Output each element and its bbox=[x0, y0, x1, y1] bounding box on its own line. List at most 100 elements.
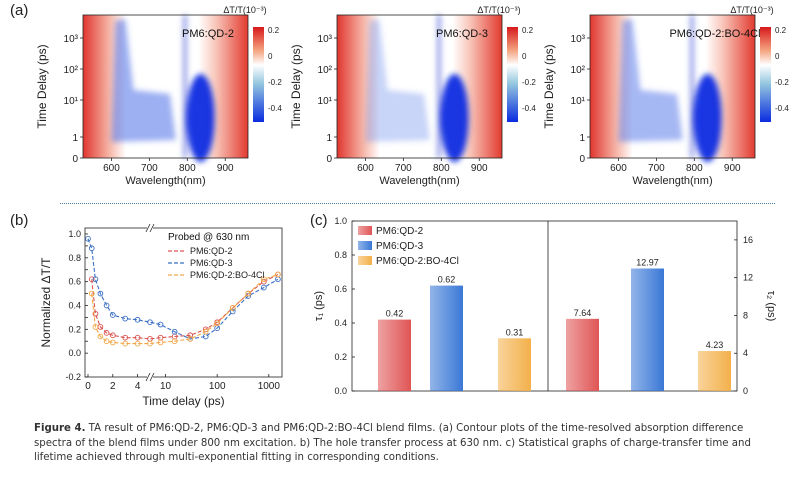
y-left-tick-label: 1.0 bbox=[334, 216, 347, 226]
x-axis-label: Time delay (ps) bbox=[142, 394, 224, 408]
series-line bbox=[91, 273, 279, 345]
colorbar-tick-label: -0.2 bbox=[775, 78, 789, 87]
axis-break-mark bbox=[149, 372, 155, 382]
colorbar-title: ΔT/T(10⁻³) bbox=[477, 5, 520, 15]
legend-title: Probed @ 630 nm bbox=[168, 232, 249, 243]
y-tick-label: 0.0 bbox=[68, 348, 81, 358]
y-left-axis-label: τ₁ (ps) bbox=[313, 291, 325, 321]
panel-c-bar-chart: 0.0 0.2 0.4 0.6 0.8 1.0 0 4 8 12 16 τ₁ (ps) τ₂ (ps) 0… bbox=[313, 216, 777, 396]
y-axis-label: Time Delay (ps) bbox=[35, 44, 49, 128]
y-tick-label: 1 bbox=[326, 133, 332, 144]
figure-caption: Figure 4. TA result of PM6:QD-2, PM6:QD-… bbox=[34, 422, 779, 466]
data-point bbox=[171, 338, 178, 345]
data-point bbox=[92, 276, 99, 283]
caption-text: TA result of PM6:QD-2, PM6:QD-3 and PM6:… bbox=[34, 423, 751, 463]
legend-label: PM6:QD-2:BO-4Cl bbox=[190, 270, 265, 280]
x-tick-label: 700 bbox=[395, 163, 412, 174]
series-2 bbox=[85, 235, 281, 342]
data-point bbox=[92, 324, 99, 330]
map-frame bbox=[336, 14, 503, 159]
map-sample-label: PM6:QD-2 bbox=[182, 28, 234, 40]
tau1-value-label: 0.42 bbox=[386, 309, 404, 319]
y-right-tick-label: 16 bbox=[743, 235, 753, 245]
tau1-bar bbox=[378, 319, 411, 391]
data-point bbox=[88, 290, 95, 297]
y-tick-label: 0 bbox=[326, 154, 332, 165]
y-tick-label: 10² bbox=[318, 65, 333, 76]
x-tick-label: 900 bbox=[217, 163, 234, 174]
y-tick-label: 0 bbox=[72, 154, 78, 165]
x-tick-label: 800 bbox=[179, 163, 196, 174]
y-tick-label: 10² bbox=[64, 65, 79, 76]
y-tick-label: 0.2 bbox=[68, 324, 81, 334]
y-right-tick-label: 4 bbox=[743, 348, 748, 358]
y-axis-label: Normalized ΔT/T bbox=[39, 257, 53, 348]
y-tick-label: 0.6 bbox=[68, 277, 81, 287]
x-tick-label: 700 bbox=[648, 163, 665, 174]
y-left-tick-label: 0.4 bbox=[334, 318, 347, 328]
tau1-bar bbox=[498, 338, 531, 391]
axis-break-gap bbox=[147, 373, 153, 381]
colorbar-tick-label: 0 bbox=[522, 52, 527, 61]
legend-label: PM6:QD-2 bbox=[376, 226, 424, 237]
colorbar-title: ΔT/T(10⁻³) bbox=[730, 5, 773, 15]
y-left-tick-label: 0.6 bbox=[334, 284, 347, 294]
map-frame bbox=[82, 14, 249, 159]
plot-frame bbox=[84, 227, 283, 378]
colorbar-tick-label: 0.2 bbox=[522, 26, 534, 35]
tau2-value-label: 4.23 bbox=[706, 340, 724, 350]
tau2-bar bbox=[698, 351, 731, 391]
y-tick-label: 10³ bbox=[318, 34, 333, 45]
colorbar-tick-label: 0 bbox=[268, 52, 273, 61]
data-point bbox=[260, 284, 267, 291]
x-axis-label: Wavelength(nm) bbox=[379, 175, 459, 187]
data-point bbox=[202, 328, 209, 335]
data-point bbox=[134, 334, 141, 341]
y-tick-label: 1.0 bbox=[68, 229, 81, 239]
y-right-axis-label: τ₂ (ps) bbox=[765, 291, 777, 322]
pump-line bbox=[437, 15, 441, 158]
data-point bbox=[147, 319, 153, 326]
map-sample-label: PM6:QD-3 bbox=[436, 28, 488, 40]
x-tick-label: 800 bbox=[686, 163, 703, 174]
data-point bbox=[103, 338, 110, 345]
data-point bbox=[97, 290, 104, 297]
x-tick-label: 600 bbox=[357, 163, 374, 174]
map-bleach-region bbox=[365, 15, 469, 162]
panel-b-label: (b) bbox=[10, 212, 29, 229]
y-right-tick-label: 12 bbox=[743, 273, 753, 283]
panel-a-contour-maps: 600 700 800 900 Wavelength(nm) 0 1 10¹ 10² 10³ Tim… bbox=[35, 5, 789, 187]
data-point bbox=[88, 245, 95, 252]
data-point bbox=[157, 339, 164, 346]
data-point bbox=[171, 328, 178, 335]
y-tick-label: 10¹ bbox=[64, 96, 79, 107]
x-tick-label: 800 bbox=[433, 163, 450, 174]
colorbar-tick-label: -0.2 bbox=[268, 78, 282, 87]
y-tick-label: 10³ bbox=[571, 34, 586, 45]
x-tick-label: 600 bbox=[610, 163, 627, 174]
data-point bbox=[122, 315, 129, 322]
x-tick-label: 900 bbox=[724, 163, 741, 174]
legend-label: PM6:QD-2 bbox=[190, 246, 233, 256]
data-point bbox=[275, 276, 281, 283]
y-tick-label: 0.4 bbox=[68, 300, 81, 310]
map-sample-label: PM6:QD-2:BO-4Cl bbox=[669, 28, 760, 40]
x-tick-label: 100 bbox=[209, 381, 226, 392]
colorbar bbox=[253, 27, 264, 122]
y-tick-label: 1 bbox=[579, 133, 585, 144]
series-line bbox=[87, 238, 279, 340]
tau1-bar bbox=[430, 285, 463, 391]
tau2-bar bbox=[631, 268, 664, 391]
x-axis-label: Wavelength(nm) bbox=[125, 175, 205, 187]
panel-c-label: (c) bbox=[310, 212, 328, 229]
y-tick-label: 10² bbox=[571, 65, 586, 76]
data-point bbox=[109, 332, 116, 339]
axis-break-mark bbox=[145, 372, 151, 382]
y-right-tick-label: 0 bbox=[743, 386, 748, 396]
y-tick-label: 10¹ bbox=[571, 96, 586, 107]
data-point bbox=[109, 312, 116, 318]
colorbar-title: ΔT/T(10⁻³) bbox=[223, 5, 266, 15]
colorbar-tick-label: -0.4 bbox=[522, 104, 536, 113]
tau2-value-label: 7.64 bbox=[574, 308, 592, 318]
colorbar-tick-label: 0 bbox=[775, 52, 780, 61]
